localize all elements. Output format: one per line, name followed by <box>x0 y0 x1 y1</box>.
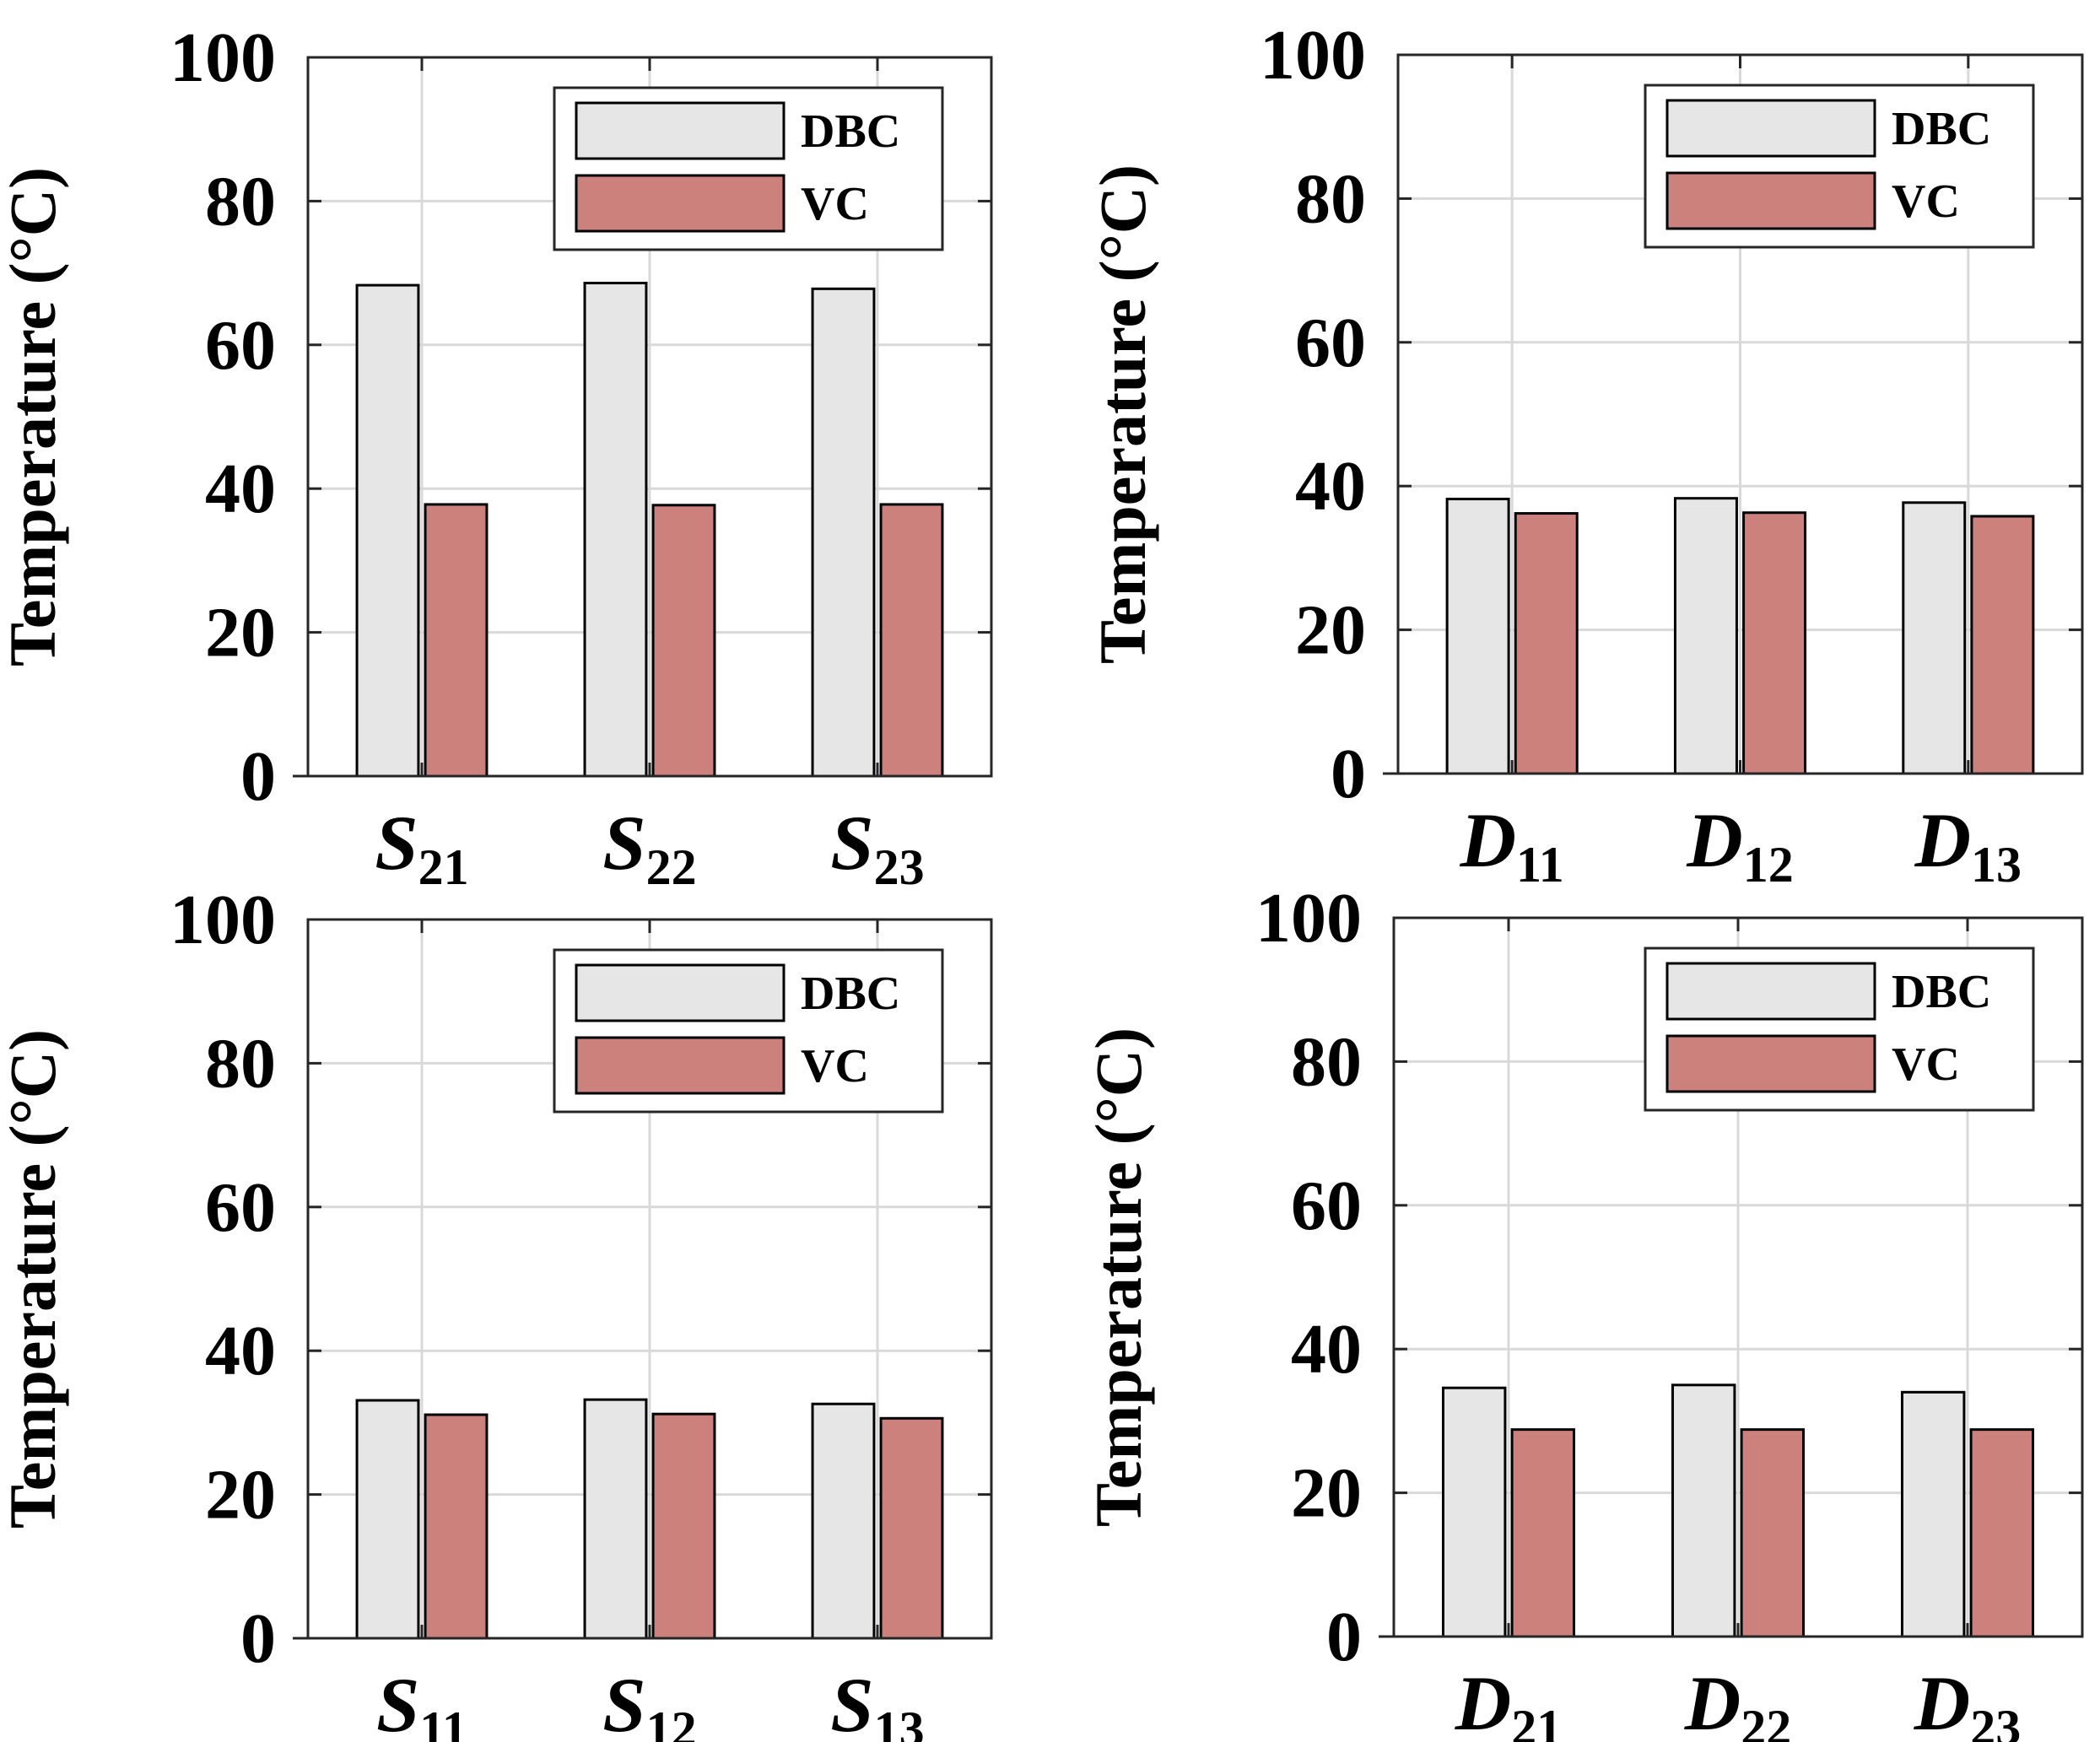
y-tick-label: 80 <box>1295 159 1366 238</box>
legend-label-dbc: DBC <box>801 105 900 158</box>
bar-vc-d12 <box>1742 511 1807 775</box>
legend-swatch-dbc <box>1665 99 1876 158</box>
legend-label-vc: VC <box>801 1040 869 1092</box>
y-tick-label: 0 <box>240 1599 276 1678</box>
y-tick-label: 60 <box>205 1168 276 1247</box>
bar-vc-s21 <box>424 503 489 778</box>
legend-label-dbc: DBC <box>1892 966 1991 1018</box>
x-tick-label-d13: D13 <box>1914 797 2022 893</box>
bar-vc-d21 <box>1510 1428 1576 1638</box>
y-tick-label: 80 <box>205 1024 276 1103</box>
x-tick-label-d21: D21 <box>1455 1660 1562 1742</box>
bar-dbc-d12 <box>1673 497 1738 775</box>
bar-vc-s13 <box>879 1416 944 1640</box>
y-tick-label: 100 <box>170 881 276 959</box>
x-tick-label-s22: S22 <box>602 800 696 895</box>
y-tick-label: 20 <box>205 594 276 672</box>
bar-dbc-s12 <box>583 1398 648 1640</box>
y-tick-label: 100 <box>170 19 276 97</box>
y-tick-label: 0 <box>240 737 276 816</box>
chart-panel-bottom-left: 0 20 40 60 80 100 S11 S12 S13 Temperature (°C) DBC… <box>0 881 993 1742</box>
chart-panel-bottom-right: 0 20 40 60 80 100 D21 D22 D23 Temperature (°C) DBC… <box>1082 879 2084 1742</box>
x-tick-label-d23: D23 <box>1914 1660 2021 1742</box>
y-tick-label: 40 <box>1295 447 1366 526</box>
x-tick-label-s12: S12 <box>602 1662 696 1742</box>
y-axis-label: Temperature (°C) <box>1086 164 1159 664</box>
legend: DBC VC <box>553 948 944 1114</box>
x-tick-label-d12: D12 <box>1686 797 1793 893</box>
y-tick-label: 40 <box>205 450 276 528</box>
y-axis-label: Temperature (°C) <box>0 1029 69 1529</box>
bar-vc-s12 <box>651 1412 716 1640</box>
y-tick-label: 60 <box>1291 1167 1362 1245</box>
bar-dbc-d22 <box>1671 1383 1736 1638</box>
y-tick-label: 100 <box>1255 879 1362 957</box>
bar-vc-d13 <box>1970 515 2035 775</box>
y-tick-label: 20 <box>1291 1454 1362 1533</box>
legend-label-dbc: DBC <box>801 968 900 1020</box>
bar-dbc-s11 <box>355 1399 420 1640</box>
x-tick-label-s11: S11 <box>376 1662 467 1742</box>
bar-dbc-s22 <box>583 282 648 778</box>
legend-swatch-dbc <box>575 963 785 1022</box>
y-tick-label: 80 <box>1291 1022 1362 1101</box>
chart-panel-top-left: 0 20 40 60 80 100 S21 S22 S23 Temperature (°C) DBC… <box>0 19 993 895</box>
y-tick-label: 0 <box>1331 735 1366 813</box>
legend: DBC VC <box>553 86 944 251</box>
y-tick-label: 40 <box>205 1312 276 1390</box>
bar-dbc-d21 <box>1441 1386 1507 1638</box>
bar-vc-s11 <box>424 1413 489 1640</box>
bar-vc-s22 <box>651 504 716 778</box>
bar-vc-d23 <box>1969 1428 2035 1638</box>
y-tick-label: 40 <box>1291 1310 1362 1389</box>
y-tick-label: 80 <box>205 162 276 240</box>
bar-vc-d11 <box>1514 512 1579 775</box>
legend-swatch-vc <box>1665 1034 1876 1093</box>
chart-panel-top-right: 0 20 40 60 80 100 D11 D12 D13 Temperature (°C) DBC… <box>1086 16 2084 893</box>
legend-swatch-vc <box>575 174 785 233</box>
y-tick-label: 100 <box>1260 16 1366 94</box>
x-tick-label-d11: D11 <box>1460 797 1564 893</box>
legend: DBC VC <box>1644 84 2035 249</box>
bar-vc-d22 <box>1740 1428 1806 1638</box>
y-tick-label: 60 <box>205 306 276 385</box>
y-tick-label: 0 <box>1326 1598 1362 1676</box>
x-tick-label-s21: S21 <box>375 800 468 895</box>
y-tick-label: 20 <box>1295 591 1366 670</box>
x-tick-label-d22: D22 <box>1684 1660 1791 1742</box>
x-tick-label-s23: S23 <box>830 800 924 895</box>
x-tick-label-s13: S13 <box>830 1662 924 1742</box>
legend-label-vc: VC <box>1892 175 1960 228</box>
legend-label-vc: VC <box>1892 1038 1960 1091</box>
bar-dbc-s13 <box>811 1402 876 1640</box>
legend-label-dbc: DBC <box>1892 103 1991 155</box>
y-axis-label: Temperature (°C) <box>0 167 69 666</box>
legend-swatch-dbc <box>575 101 785 160</box>
legend-label-vc: VC <box>801 178 869 230</box>
bar-vc-s23 <box>879 503 944 778</box>
bar-dbc-d13 <box>1902 501 1967 775</box>
bar-dbc-s21 <box>355 283 420 778</box>
y-tick-label: 60 <box>1295 304 1366 382</box>
y-tick-label: 20 <box>205 1456 276 1534</box>
legend-swatch-vc <box>575 1036 785 1095</box>
legend: DBC VC <box>1644 947 2035 1112</box>
legend-swatch-vc <box>1665 171 1876 230</box>
bar-dbc-d11 <box>1445 498 1510 775</box>
bar-dbc-s23 <box>811 287 876 778</box>
y-axis-label: Temperature (°C) <box>1082 1027 1155 1527</box>
bar-dbc-d23 <box>1900 1390 1966 1638</box>
legend-swatch-dbc <box>1665 962 1876 1021</box>
